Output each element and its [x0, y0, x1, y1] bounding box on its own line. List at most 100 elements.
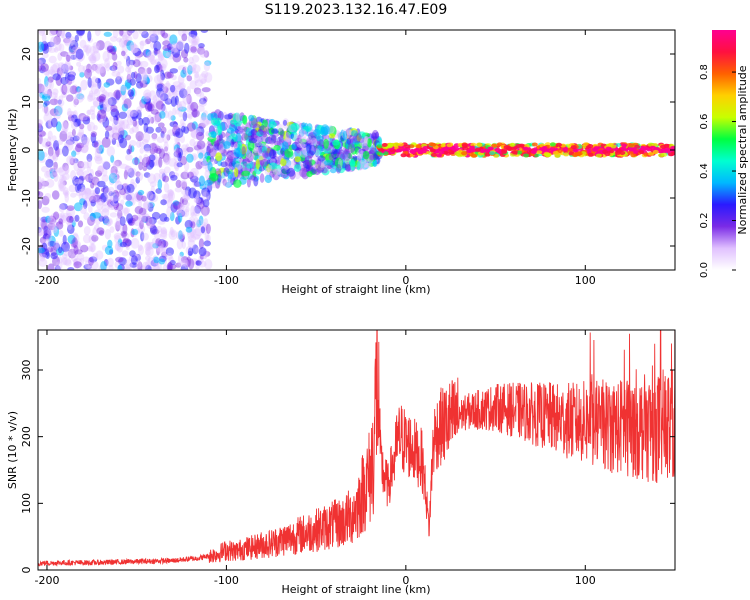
heatmap-cell [202, 199, 210, 208]
heatmap-cell [153, 74, 163, 85]
heatmap-cell [59, 203, 68, 210]
heatmap-cell [65, 135, 74, 146]
heatmap-cell [144, 242, 152, 252]
heatmap-cell [233, 147, 243, 158]
heatmap-cell [156, 83, 164, 92]
heatmap-cell [191, 121, 198, 130]
heatmap-cell [328, 153, 335, 161]
heatmap-cell [149, 223, 157, 234]
heatmap-cell [62, 212, 70, 222]
heatmap-cell [111, 48, 116, 56]
heatmap-cell [160, 199, 167, 206]
heatmap-cell [137, 135, 142, 141]
heatmap-cell [153, 262, 159, 270]
heatmap-cell [141, 95, 147, 105]
heatmap-cell [96, 227, 105, 235]
heatmap-cell [66, 207, 76, 218]
heatmap-cell [346, 137, 351, 145]
heatmap-cell [124, 259, 133, 269]
heatmap-cell [73, 202, 83, 212]
heatmap-cell [86, 215, 96, 225]
heatmap-cell [295, 132, 303, 140]
heatmap-cell [110, 104, 118, 113]
heatmap-cell [137, 244, 143, 252]
heatmap-cell [162, 175, 170, 183]
heatmap-cell [104, 245, 114, 255]
heatmap-cell [100, 111, 107, 123]
colorbar-tick-label: 0.8 [699, 64, 710, 80]
heatmap-cell [114, 241, 122, 252]
heatmap-cell [222, 178, 227, 186]
heatmap-cell [52, 155, 58, 162]
heatmap-cell [131, 228, 139, 236]
heatmap-cell [155, 100, 164, 110]
heatmap-cell [123, 169, 128, 180]
heatmap-cell [147, 173, 156, 184]
heatmap-cell [161, 32, 169, 39]
heatmap-cells [38, 30, 675, 270]
heatmap-cell [177, 212, 183, 223]
heatmap-cell [317, 155, 326, 162]
heatmap-cell [84, 260, 92, 269]
heatmap-cell [117, 264, 123, 270]
heatmap-cell [112, 30, 119, 39]
heatmap-cell [75, 142, 85, 153]
heatmap-cell [38, 30, 46, 34]
heatmap-cell [82, 256, 90, 262]
heatmap-cell [45, 178, 55, 188]
heatmap-cell [84, 68, 92, 79]
heatmap-cell [61, 241, 70, 253]
heatmap-cell [112, 61, 118, 70]
heatmap-cell [62, 162, 69, 172]
heatmap-cell [400, 153, 407, 158]
heatmap-cell [102, 117, 110, 128]
heatmap-cell [494, 147, 501, 152]
heatmap-cell [178, 261, 187, 267]
heatmap-cell [102, 218, 110, 226]
heatmap-cell [145, 215, 153, 226]
heatmap-cell [489, 151, 496, 156]
heatmap-cell [342, 130, 347, 141]
heatmap-cell [283, 174, 289, 180]
heatmap-cell [254, 142, 263, 148]
heatmap-cell [92, 45, 99, 54]
heatmap-cell [191, 64, 201, 74]
heatmap-cell [172, 125, 181, 136]
heatmap-cell [158, 51, 163, 61]
heatmap-cell [73, 245, 79, 255]
heatmap-cell [73, 160, 80, 172]
heatmap-cell [60, 63, 69, 74]
heatmap-cell [70, 117, 75, 124]
heatmap-cell [142, 132, 151, 143]
heatmap-cell [59, 240, 69, 251]
heatmap-cell [169, 211, 175, 222]
heatmap-cell [183, 169, 189, 179]
heatmap-cell [132, 30, 139, 40]
heatmap-cell [38, 180, 43, 188]
heatmap-cell [172, 130, 180, 137]
heatmap-cell [197, 46, 205, 55]
heatmap-cell [124, 233, 130, 240]
heatmap-cell [123, 98, 132, 109]
heatmap-cell [83, 226, 91, 236]
heatmap-cell [178, 100, 187, 110]
heatmap-cell [660, 149, 667, 154]
heatmap-cell [131, 113, 138, 121]
heatmap-cell [92, 96, 101, 107]
heatmap-cell [179, 197, 184, 208]
heatmap-cell [82, 234, 91, 244]
heatmap-cell [614, 150, 621, 155]
heatmap-cell [135, 260, 142, 269]
heatmap-cell [66, 155, 74, 165]
heatmap-cell [166, 155, 172, 162]
heatmap-cell [356, 161, 361, 171]
heatmap-cell [96, 40, 105, 51]
heatmap-cell [192, 35, 200, 46]
heatmap-cell [203, 142, 210, 151]
heatmap-cell [115, 90, 121, 101]
heatmap-cell [269, 149, 277, 159]
heatmap-cell [167, 110, 174, 121]
heatmap-cell [143, 172, 151, 178]
heatmap-cell [193, 140, 203, 152]
heatmap-cell [154, 146, 159, 154]
